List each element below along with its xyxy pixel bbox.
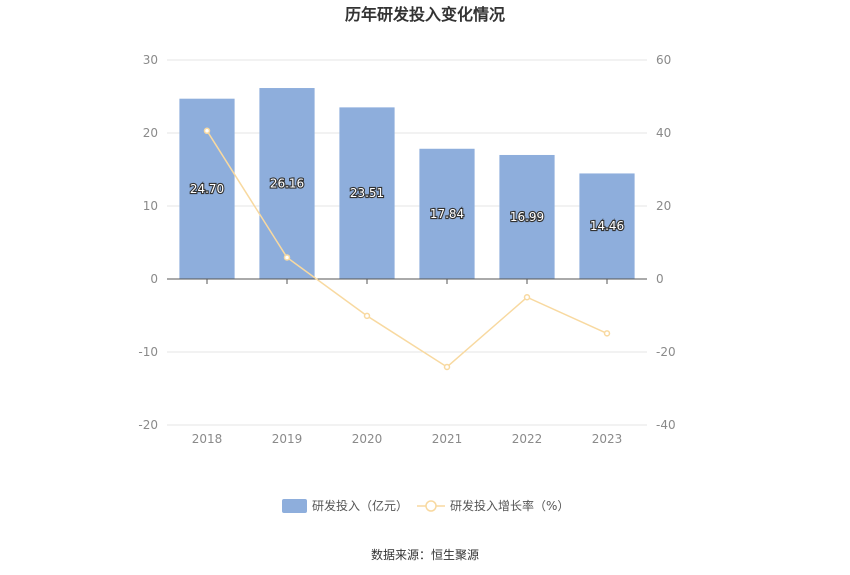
line-point	[443, 363, 451, 371]
growth-line	[206, 130, 608, 368]
x-axis: 2018 2019 2020 2021 2022 2023	[167, 278, 647, 446]
line-point	[283, 254, 291, 261]
line-point	[523, 294, 531, 301]
legend-line-marker	[425, 500, 437, 512]
bar-labels: 24.70 26.16 23.51 17.84 16.99 14.46	[189, 175, 626, 234]
legend[interactable]: 研发投入（亿元） 研发投入增长率（%）	[282, 498, 569, 513]
source-note: 数据来源：恒生聚源	[371, 547, 479, 562]
grid	[167, 59, 647, 426]
y-left-tick-label: 10	[143, 199, 158, 213]
y-right-tick-label: -40	[656, 418, 676, 432]
x-tick-label: 2021	[432, 432, 463, 446]
legend-bar-swatch	[282, 499, 307, 513]
legend-line-label: 研发投入增长率（%）	[450, 498, 569, 513]
legend-item-bar[interactable]: 研发投入（亿元）	[282, 498, 408, 513]
bar-series	[179, 88, 635, 279]
legend-bar-label: 研发投入（亿元）	[312, 498, 408, 513]
line-point	[203, 127, 211, 135]
bar	[339, 107, 395, 279]
x-tick-label: 2018	[192, 432, 223, 446]
line-series	[203, 127, 611, 371]
bar-data-label: 17.84	[430, 207, 464, 221]
bar-data-label: 26.16	[270, 177, 304, 191]
bar-data-label: 23.51	[350, 186, 384, 200]
x-tick-label: 2020	[352, 432, 383, 446]
bar-data-label: 16.99	[510, 210, 544, 224]
y-left-tick-label: 20	[143, 126, 158, 140]
y-right-tick-label: 0	[656, 272, 664, 286]
bar	[419, 148, 475, 279]
y-left-tick-label: -10	[138, 345, 158, 359]
x-tick-label: 2023	[592, 432, 623, 446]
x-tick-label: 2022	[512, 432, 543, 446]
bar-data-label: 14.46	[590, 219, 624, 233]
bar	[579, 173, 635, 279]
line-point	[603, 330, 611, 337]
x-tick-label: 2019	[272, 432, 303, 446]
legend-item-line[interactable]: 研发投入增长率（%）	[417, 498, 569, 513]
y-left-tick-label: 30	[143, 53, 158, 67]
y-left-tick-label: 0	[150, 272, 158, 286]
y-right-tick-label: 40	[656, 126, 671, 140]
line-point	[363, 312, 371, 320]
bar	[259, 88, 315, 279]
y-right-tick-label: -20	[656, 345, 676, 359]
y-axis-right: 60 40 20 0 -20 -40	[656, 53, 676, 432]
bar-data-label: 24.70	[190, 182, 224, 196]
bar	[499, 154, 555, 279]
y-right-tick-label: 60	[656, 53, 671, 67]
chart-title: 历年研发投入变化情况	[345, 5, 505, 24]
y-right-tick-label: 20	[656, 199, 671, 213]
y-axis-left: 30 20 10 0 -10 -20	[138, 53, 158, 432]
y-left-tick-label: -20	[138, 418, 158, 432]
